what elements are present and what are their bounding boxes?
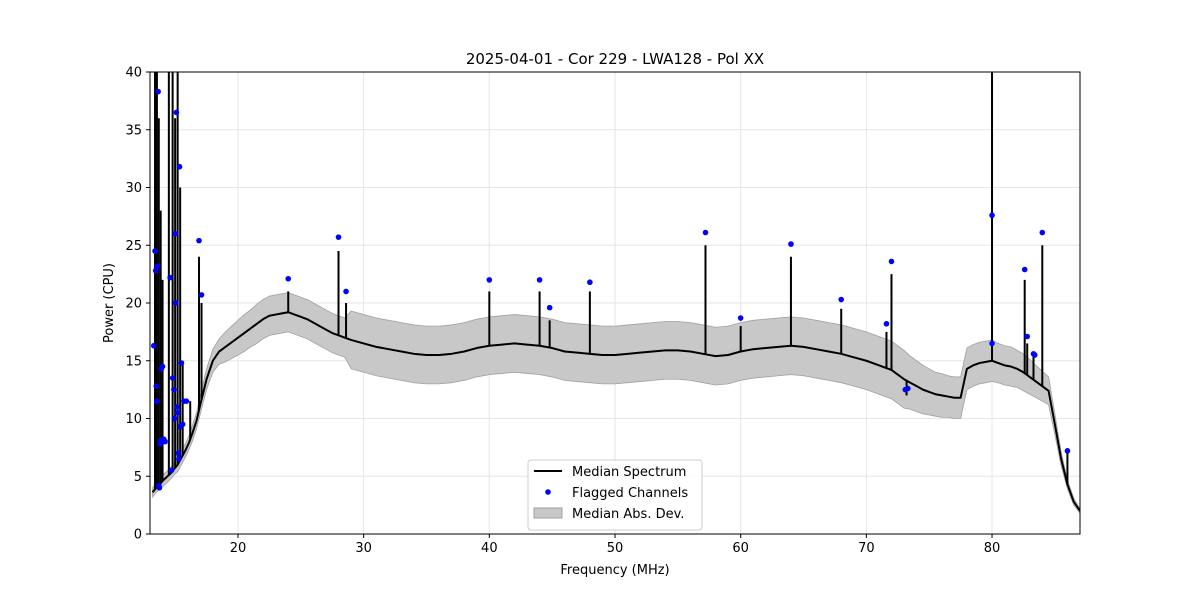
flagged-channel-point — [198, 292, 205, 298]
flagged-channel-point — [486, 277, 493, 283]
x-tick-label: 60 — [732, 541, 749, 556]
axis-ticks: 20 30 40 50 60 70 80 0 5 10 15 20 25 30 35 40 — [125, 66, 1000, 557]
flagged-channel-point — [175, 450, 182, 456]
x-tick-label: 50 — [607, 541, 624, 556]
flagged-channel-point — [176, 163, 183, 170]
flagged-channel-point — [171, 386, 177, 393]
flagged-channel-point — [172, 300, 179, 306]
flagged-channel-point — [156, 485, 163, 491]
flagged-channel-point — [335, 234, 342, 240]
x-tick-label: 40 — [481, 541, 498, 556]
flagged-channel-point — [1039, 229, 1046, 236]
flagged-channel-point — [1064, 448, 1071, 454]
y-tick-label: 0 — [134, 528, 142, 543]
y-axis-label: Power (CPU) — [102, 263, 117, 343]
x-tick-label: 30 — [355, 541, 372, 556]
x-tick-label: 80 — [984, 541, 1001, 556]
flagged-channel-point — [788, 241, 794, 247]
legend: Median Spectrum Flagged Channels Median … — [527, 459, 703, 531]
flagged-channel-point — [174, 409, 181, 416]
flagged-channel-point — [546, 304, 553, 311]
x-tick-label: 70 — [858, 541, 875, 556]
flagged-channel-point — [989, 340, 995, 347]
flagged-channel-point — [536, 277, 543, 283]
data-layer — [150, 72, 1080, 514]
flagged-channel-point — [905, 385, 911, 392]
flagged-channel-point — [150, 342, 157, 349]
flagged-channel-point — [587, 279, 593, 286]
y-tick-label: 25 — [125, 239, 142, 254]
y-tick-label: 40 — [125, 66, 142, 81]
flagged-channel-point — [1031, 352, 1038, 358]
median-spectrum-line — [151, 311, 1080, 512]
chart-title: 2025-04-01 - Cor 229 - LWA128 - Pol XX — [466, 50, 764, 68]
legend-mad-swatch — [533, 507, 563, 519]
flagged-channel-point — [178, 360, 185, 366]
legend-flagged-label: Flagged Channels — [572, 486, 688, 501]
y-tick-label: 10 — [125, 412, 142, 427]
flagged-channel-point — [152, 267, 159, 274]
flagged-channel-point — [162, 438, 168, 445]
flagged-channel-point — [838, 296, 845, 303]
flagged-channel-point — [154, 398, 160, 404]
flagged-channel-point — [173, 109, 180, 116]
flagged-channel-point — [702, 229, 709, 236]
legend-box — [527, 459, 703, 531]
flagged-channel-point — [152, 248, 158, 254]
legend-flagged-marker — [545, 489, 551, 495]
flagged-channel-point — [1021, 266, 1028, 273]
y-tick-label: 5 — [134, 470, 142, 485]
flagged-channel-point — [737, 315, 744, 321]
flagged-channel-point — [179, 421, 186, 428]
flagged-channel-point — [196, 237, 202, 244]
flagged-channel-point — [1024, 333, 1031, 340]
flagged-channel-point — [171, 415, 178, 422]
x-axis-label: Frequency (MHz) — [560, 563, 669, 578]
flagged-channel-point — [183, 398, 190, 404]
flagged-channel-point — [883, 320, 890, 327]
flagged-channel-point — [172, 230, 178, 237]
flagged-channel-point — [159, 363, 166, 370]
y-tick-label: 30 — [125, 181, 142, 196]
flagged-channel-point — [155, 88, 161, 95]
legend-median-label: Median Spectrum — [572, 465, 686, 480]
y-tick-label: 35 — [125, 123, 142, 138]
flagged-channel-point — [343, 288, 349, 295]
flagged-channel-point — [176, 456, 182, 462]
flagged-channel-point — [168, 467, 175, 474]
y-tick-label: 20 — [125, 297, 142, 312]
flagged-channel-point — [888, 258, 895, 265]
flagged-channel-point — [169, 375, 176, 381]
flagged-channel-point — [153, 383, 160, 389]
y-tick-label: 15 — [125, 354, 142, 369]
legend-mad-label: Median Abs. Dev. — [572, 507, 684, 522]
flagged-channel-point — [167, 274, 173, 281]
flagged-channel-point — [285, 275, 292, 282]
flagged-channel-point — [154, 263, 161, 269]
flagged-channel-point — [174, 404, 180, 410]
flagged-channel-point — [989, 212, 995, 219]
x-tick-label: 20 — [230, 541, 247, 556]
